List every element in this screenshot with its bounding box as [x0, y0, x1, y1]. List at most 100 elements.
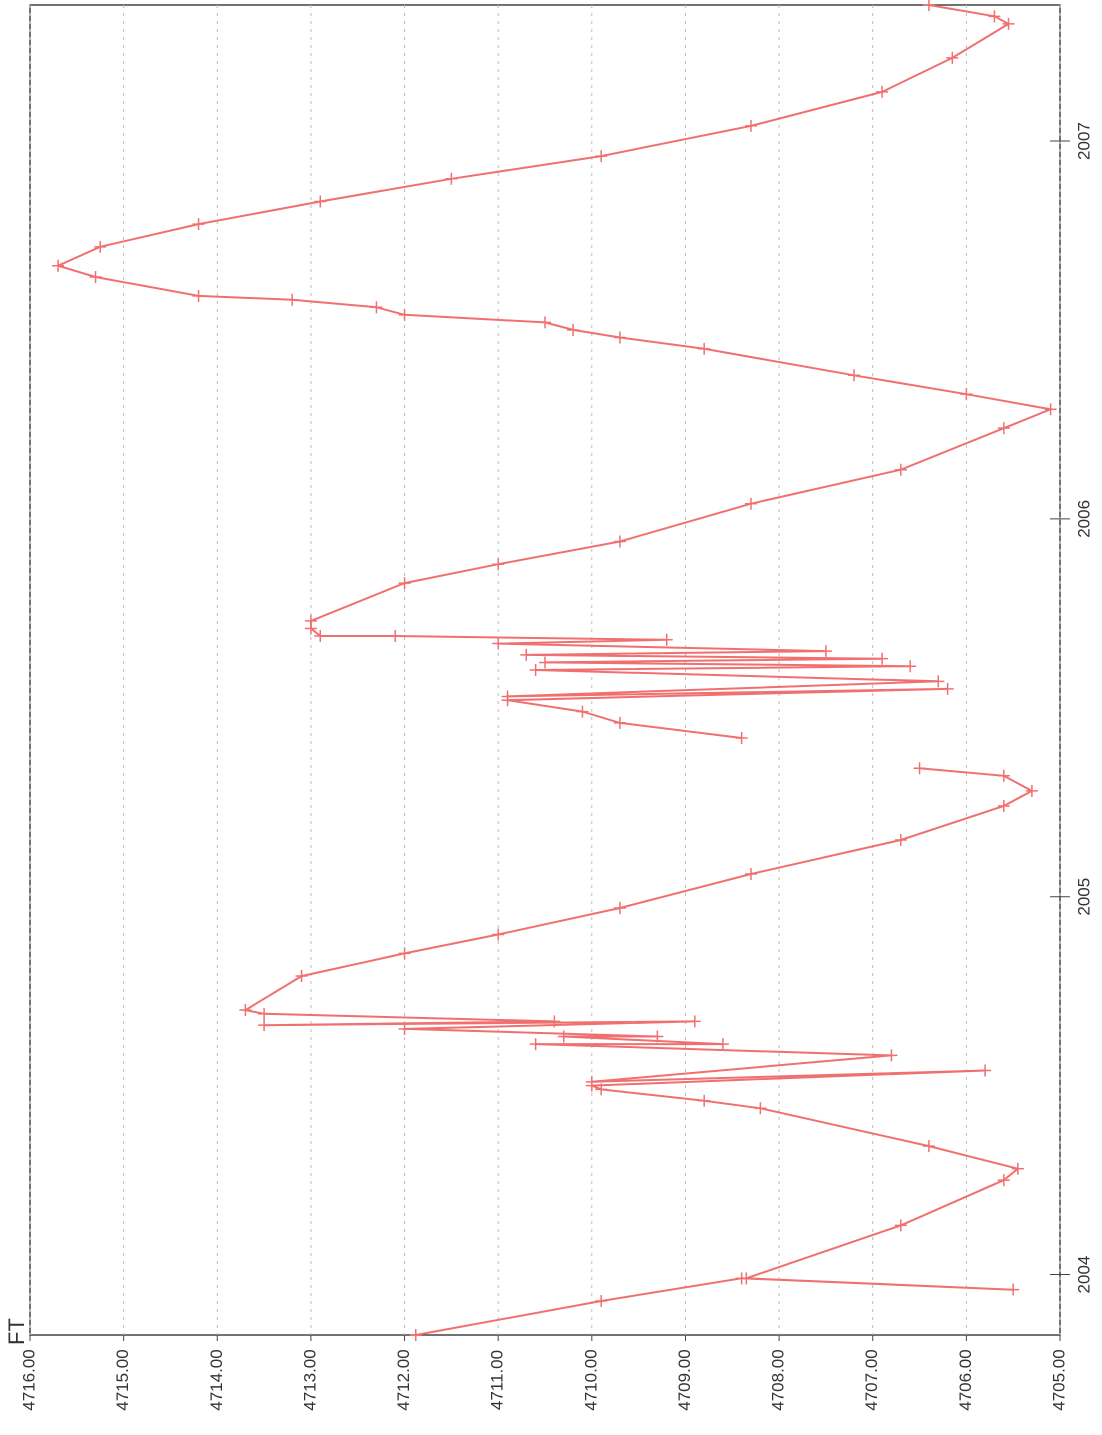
data-point [595, 150, 608, 163]
data-point [651, 1030, 664, 1043]
data-point [314, 629, 327, 642]
data-point [613, 716, 626, 729]
y-tick-label: 4712.00 [394, 1349, 413, 1410]
data-point [89, 271, 102, 284]
data-point [960, 388, 973, 401]
data-point [894, 1219, 907, 1232]
data-point [192, 289, 205, 302]
data-point [745, 497, 757, 510]
data-point [585, 1075, 598, 1088]
data-point [613, 331, 626, 344]
data-point [295, 970, 308, 983]
data-point [941, 682, 954, 695]
data-point [613, 902, 626, 915]
data-point [398, 308, 411, 321]
y-tick-label: 4705.00 [1049, 1349, 1068, 1410]
y-tick-label: 4713.00 [300, 1349, 319, 1410]
data-point [304, 614, 317, 627]
data-point [735, 732, 748, 745]
data-point [567, 323, 580, 336]
y-tick-label: 4707.00 [862, 1349, 881, 1410]
data-point [848, 369, 860, 382]
data-point [286, 293, 299, 306]
data-point [932, 675, 945, 688]
data-point [258, 1019, 271, 1032]
data-point [398, 947, 411, 960]
y-tick-label: 4709.00 [675, 1349, 694, 1410]
data-point [1025, 784, 1038, 797]
data-point [398, 1022, 411, 1035]
data-point [1011, 1162, 1024, 1175]
x-tick-label: 2006 [1074, 500, 1093, 538]
data-point [398, 577, 411, 590]
data-point [501, 690, 514, 703]
y-tick-label: 4708.00 [769, 1349, 788, 1410]
data-point [239, 1004, 252, 1017]
x-tick-label: 2004 [1074, 1256, 1093, 1294]
data-point [716, 1038, 729, 1051]
data-point [946, 51, 959, 64]
data-point [492, 637, 505, 650]
data-point [492, 558, 505, 571]
data-point [548, 1015, 561, 1028]
data-point [576, 705, 589, 718]
data-point [1007, 1283, 1020, 1296]
data-point [370, 301, 383, 314]
data-point [754, 1102, 767, 1115]
x-tick-label: 2007 [1074, 122, 1093, 160]
data-point [997, 769, 1010, 782]
data-point [913, 762, 926, 775]
data-point [997, 1174, 1010, 1187]
data-point [52, 259, 65, 272]
data-point [529, 664, 542, 676]
data-point [94, 240, 107, 253]
data-point [1002, 17, 1015, 30]
data-point [595, 1083, 608, 1096]
data-point [529, 1038, 542, 1051]
y-tick-label: 4714.00 [207, 1349, 226, 1410]
y-tick-label: 4706.00 [956, 1349, 975, 1410]
data-point [997, 422, 1010, 435]
data-point [876, 85, 889, 98]
data-point [258, 1007, 271, 1020]
y-tick-label: 4711.00 [488, 1350, 507, 1410]
data-point [698, 342, 711, 355]
y-tick-label: 4715.00 [113, 1349, 132, 1410]
data-point [922, 0, 935, 11]
data-point [698, 1094, 711, 1107]
data-point [876, 652, 889, 665]
data-point [445, 172, 458, 185]
data-point [595, 1294, 608, 1307]
data-point [389, 629, 402, 642]
y-axis-label: FT [4, 1318, 29, 1345]
data-point [819, 645, 832, 658]
data-point [314, 195, 327, 208]
data-point [894, 834, 907, 847]
data-point [192, 218, 205, 231]
y-tick-label: 4716.00 [19, 1349, 38, 1410]
data-point [688, 1015, 701, 1028]
data-point [922, 1140, 935, 1153]
y-tick-label: 4710.00 [581, 1349, 600, 1410]
data-point [904, 660, 917, 673]
data-point [539, 316, 551, 329]
data-point [740, 1272, 753, 1285]
data-point [745, 868, 757, 881]
data-point [894, 463, 907, 476]
x-tick-label: 2005 [1074, 878, 1093, 916]
data-point [409, 1329, 422, 1341]
data-point [988, 10, 1001, 23]
data-point [492, 928, 505, 941]
data-point [520, 648, 533, 661]
data-point [557, 1030, 570, 1043]
data-point [1044, 403, 1057, 416]
data-point [613, 535, 626, 548]
data-point [979, 1064, 992, 1077]
data-line [55, 4, 1055, 1336]
data-point [539, 656, 551, 669]
data-point [660, 633, 673, 646]
data-point [885, 1049, 898, 1062]
data-point [745, 119, 757, 132]
data-point [997, 800, 1010, 813]
